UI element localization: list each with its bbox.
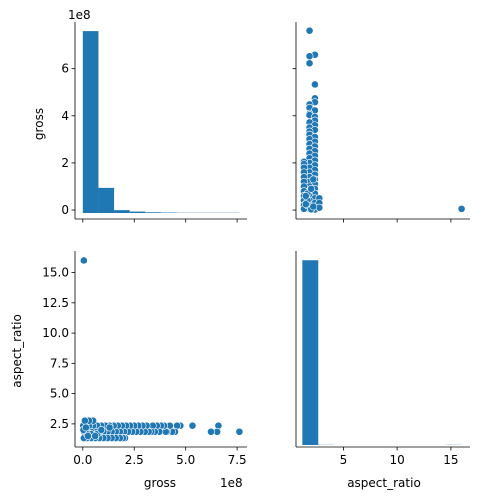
histogram-bar bbox=[129, 211, 146, 213]
scatter-point bbox=[307, 184, 316, 193]
histogram-bar bbox=[114, 210, 130, 213]
scatter-point bbox=[97, 426, 106, 434]
scatter-point bbox=[235, 427, 244, 436]
scatter-point bbox=[188, 421, 197, 430]
y-tick-label: 4 bbox=[61, 109, 69, 123]
scatter-point bbox=[457, 204, 466, 213]
scatter-point bbox=[309, 202, 318, 211]
y-tick-label: 6 bbox=[61, 62, 69, 76]
scatter-point bbox=[305, 52, 314, 61]
scatter-point bbox=[301, 200, 310, 209]
scatter-point bbox=[105, 423, 114, 432]
x-tick-label: 7.5 bbox=[228, 453, 247, 467]
histogram-bar bbox=[302, 260, 319, 445]
x-tick-label: 5.0 bbox=[176, 453, 195, 467]
x-tick-label: 5 bbox=[340, 453, 348, 467]
scatter-point bbox=[309, 175, 318, 184]
x-axis-offset-text: 1e8 bbox=[220, 476, 243, 490]
histogram-bar bbox=[145, 212, 161, 213]
scatter-point bbox=[79, 256, 88, 265]
y-tick-label: 12.5 bbox=[42, 296, 69, 310]
y-axis-title-aspect-ratio: aspect_ratio bbox=[10, 314, 24, 388]
histogram-bar bbox=[98, 187, 115, 213]
y-axis-title-gross: gross bbox=[32, 108, 46, 140]
x-tick-label: 10 bbox=[389, 453, 404, 467]
scatter-point bbox=[80, 416, 89, 425]
scatter-point bbox=[207, 427, 215, 436]
x-tick-label: 0.0 bbox=[73, 453, 92, 467]
y-tick-label: 2 bbox=[61, 156, 69, 170]
y-tick-label: 0 bbox=[61, 203, 69, 217]
y-tick-label: 7.5 bbox=[50, 356, 69, 370]
y-tick-label: 10.0 bbox=[42, 326, 69, 340]
x-tick-label: 15 bbox=[443, 453, 458, 467]
y-tick-label: 15.0 bbox=[42, 266, 69, 280]
panel-gross-vs-aspect-ratio bbox=[292, 22, 470, 223]
panel-aspect-ratio-vs-gross: 2.5 5.0 7.5 10.0 12.5 15.0 0.0 2.5 5.0 7.5 bbox=[42, 251, 247, 467]
scatter-point bbox=[84, 432, 92, 440]
x-axis-title-gross: gross bbox=[144, 476, 176, 490]
scatter-point bbox=[82, 423, 90, 432]
y-tick-label: 5.0 bbox=[50, 387, 69, 401]
panel-aspect-ratio-histogram: 5 10 15 bbox=[295, 251, 470, 467]
scatter-point bbox=[301, 192, 310, 200]
x-tick-label: 2.5 bbox=[125, 453, 144, 467]
y-tick-label: 2.5 bbox=[50, 417, 69, 431]
panel-gross-histogram: 0 2 4 6 bbox=[61, 22, 247, 223]
scatter-point bbox=[311, 80, 319, 89]
scatter-point bbox=[91, 432, 100, 440]
scatter-point bbox=[305, 59, 314, 68]
histogram-bar bbox=[82, 31, 99, 213]
scatter-point bbox=[305, 26, 314, 35]
gross-offset-text: 1e8 bbox=[68, 8, 91, 22]
x-axis-title-aspect-ratio: aspect_ratio bbox=[347, 476, 421, 490]
